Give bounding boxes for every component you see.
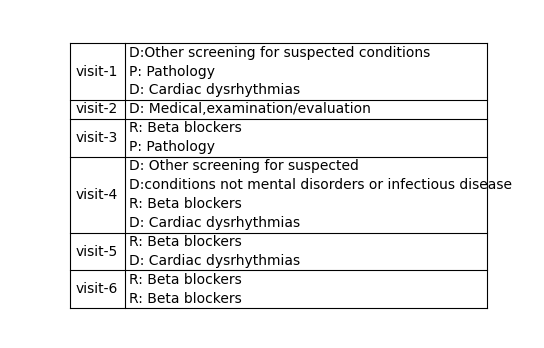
Text: D: Cardiac dysrhythmias: D: Cardiac dysrhythmias bbox=[129, 216, 300, 230]
Text: visit-5: visit-5 bbox=[76, 245, 118, 259]
Text: D: Medical,examination/evaluation: D: Medical,examination/evaluation bbox=[129, 102, 371, 117]
Text: visit-2: visit-2 bbox=[76, 102, 118, 117]
Text: visit-6: visit-6 bbox=[76, 283, 118, 296]
Text: P: Pathology: P: Pathology bbox=[129, 140, 215, 154]
Text: R: Beta blockers: R: Beta blockers bbox=[129, 292, 242, 306]
Text: D:conditions not mental disorders or infectious disease: D:conditions not mental disorders or inf… bbox=[129, 178, 512, 192]
Text: R: Beta blockers: R: Beta blockers bbox=[129, 121, 242, 135]
Text: D: Cardiac dysrhythmias: D: Cardiac dysrhythmias bbox=[129, 254, 300, 268]
Text: D: Other screening for suspected: D: Other screening for suspected bbox=[129, 159, 359, 173]
Text: R: Beta blockers: R: Beta blockers bbox=[129, 273, 242, 287]
Text: P: Pathology: P: Pathology bbox=[129, 64, 215, 79]
Text: visit-1: visit-1 bbox=[76, 64, 118, 79]
Text: D:Other screening for suspected conditions: D:Other screening for suspected conditio… bbox=[129, 46, 430, 60]
Text: D: Cardiac dysrhythmias: D: Cardiac dysrhythmias bbox=[129, 84, 300, 97]
Text: visit-3: visit-3 bbox=[76, 131, 118, 145]
Text: visit-4: visit-4 bbox=[76, 188, 118, 202]
Text: R: Beta blockers: R: Beta blockers bbox=[129, 197, 242, 211]
Text: R: Beta blockers: R: Beta blockers bbox=[129, 235, 242, 249]
